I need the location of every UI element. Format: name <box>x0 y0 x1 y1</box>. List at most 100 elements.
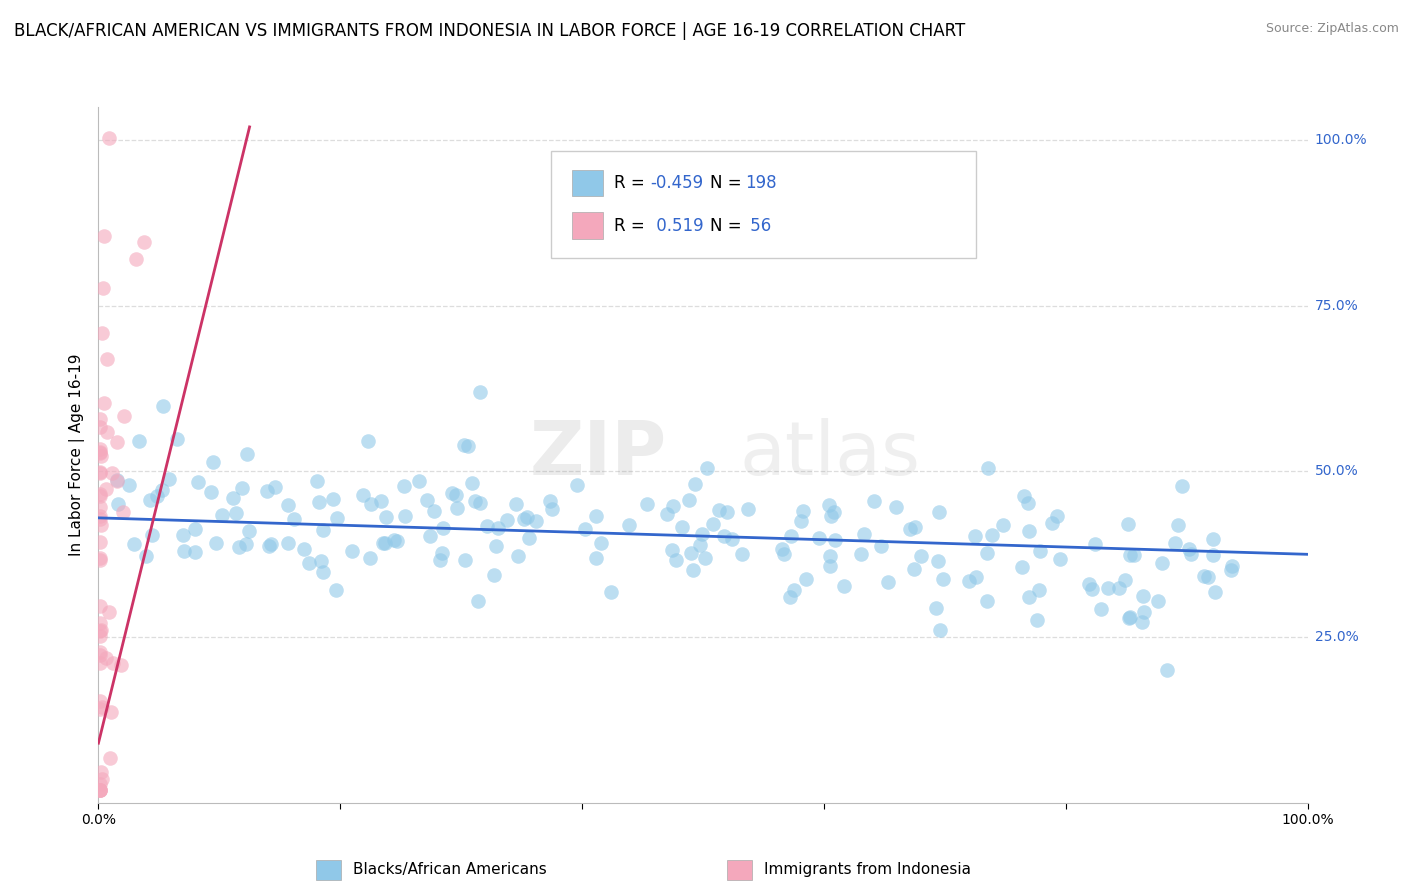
Point <box>371 535 394 549</box>
Point <box>96 425 118 439</box>
Point <box>823 505 845 519</box>
Point <box>430 546 453 560</box>
Text: 50.0%: 50.0% <box>1315 465 1358 478</box>
Point <box>517 531 540 545</box>
Point <box>93 396 115 410</box>
Point <box>1178 541 1201 556</box>
Point <box>89 442 111 456</box>
Point <box>107 497 129 511</box>
Point <box>157 472 180 486</box>
Point <box>1011 559 1033 574</box>
Point <box>89 782 111 797</box>
Point <box>326 511 349 525</box>
Point <box>90 765 112 780</box>
Point <box>506 549 529 564</box>
Point <box>1077 577 1099 591</box>
Point <box>485 539 508 553</box>
Point <box>307 475 329 489</box>
Point <box>408 474 430 488</box>
Point <box>112 505 135 519</box>
Point <box>470 384 492 399</box>
Point <box>1201 548 1223 562</box>
Point <box>105 474 128 488</box>
Point <box>128 434 150 448</box>
Point <box>467 593 489 607</box>
Point <box>89 616 111 631</box>
Point <box>89 489 111 503</box>
Point <box>89 487 111 501</box>
Point <box>89 444 111 458</box>
Point <box>93 281 115 295</box>
Point <box>516 509 538 524</box>
Point <box>1219 563 1241 577</box>
Point <box>1028 582 1050 597</box>
Point <box>884 500 907 514</box>
Point <box>98 605 121 619</box>
Point <box>340 543 363 558</box>
Text: atlas: atlas <box>740 418 921 491</box>
Point <box>991 518 1014 533</box>
Point <box>89 782 111 797</box>
Point <box>89 782 111 797</box>
Point <box>1119 548 1142 562</box>
Point <box>89 553 111 567</box>
Point <box>166 432 188 446</box>
Point <box>1042 516 1064 531</box>
Point <box>298 556 321 570</box>
Point <box>184 522 207 536</box>
Point <box>89 512 111 526</box>
Point <box>464 494 486 508</box>
Point <box>737 502 759 516</box>
Point <box>1119 610 1142 624</box>
Point <box>931 572 953 586</box>
Point <box>385 533 408 548</box>
Point <box>682 563 704 577</box>
Point <box>869 539 891 553</box>
Point <box>152 399 174 413</box>
Point <box>852 527 875 541</box>
Point <box>716 505 738 519</box>
Point <box>235 447 257 461</box>
Point <box>89 624 111 638</box>
Point <box>257 539 280 553</box>
Point <box>565 477 588 491</box>
Text: Source: ZipAtlas.com: Source: ZipAtlas.com <box>1265 22 1399 36</box>
Point <box>89 645 111 659</box>
Text: R =: R = <box>614 174 650 192</box>
Point <box>928 623 950 637</box>
Text: BLACK/AFRICAN AMERICAN VS IMMIGRANTS FROM INDONESIA IN LABOR FORCE | AGE 16-19 C: BLACK/AFRICAN AMERICAN VS IMMIGRANTS FRO… <box>14 22 966 40</box>
Text: 75.0%: 75.0% <box>1315 299 1358 313</box>
Point <box>1164 535 1187 549</box>
Point <box>980 527 1002 541</box>
Point <box>225 506 247 520</box>
Point <box>235 537 257 551</box>
Point <box>927 553 949 567</box>
Point <box>679 547 702 561</box>
Point <box>780 529 803 543</box>
Text: -0.459: -0.459 <box>651 174 704 192</box>
Point <box>228 541 250 555</box>
Point <box>97 131 120 145</box>
Point <box>392 479 415 493</box>
Point <box>135 549 157 563</box>
Point <box>965 570 987 584</box>
Point <box>1108 581 1130 595</box>
Point <box>524 514 547 528</box>
Point <box>98 750 121 764</box>
Point <box>617 517 640 532</box>
Point <box>202 455 225 469</box>
Point <box>1122 548 1144 562</box>
Point <box>101 656 124 670</box>
Point <box>690 526 713 541</box>
Point <box>820 508 842 523</box>
Point <box>423 504 446 518</box>
Point <box>513 512 536 526</box>
Point <box>277 536 299 550</box>
Point <box>382 533 405 548</box>
Point <box>89 509 111 524</box>
Point <box>118 477 141 491</box>
Point <box>461 475 484 490</box>
Point <box>1167 518 1189 533</box>
Point <box>1017 496 1039 510</box>
Point <box>89 551 111 566</box>
